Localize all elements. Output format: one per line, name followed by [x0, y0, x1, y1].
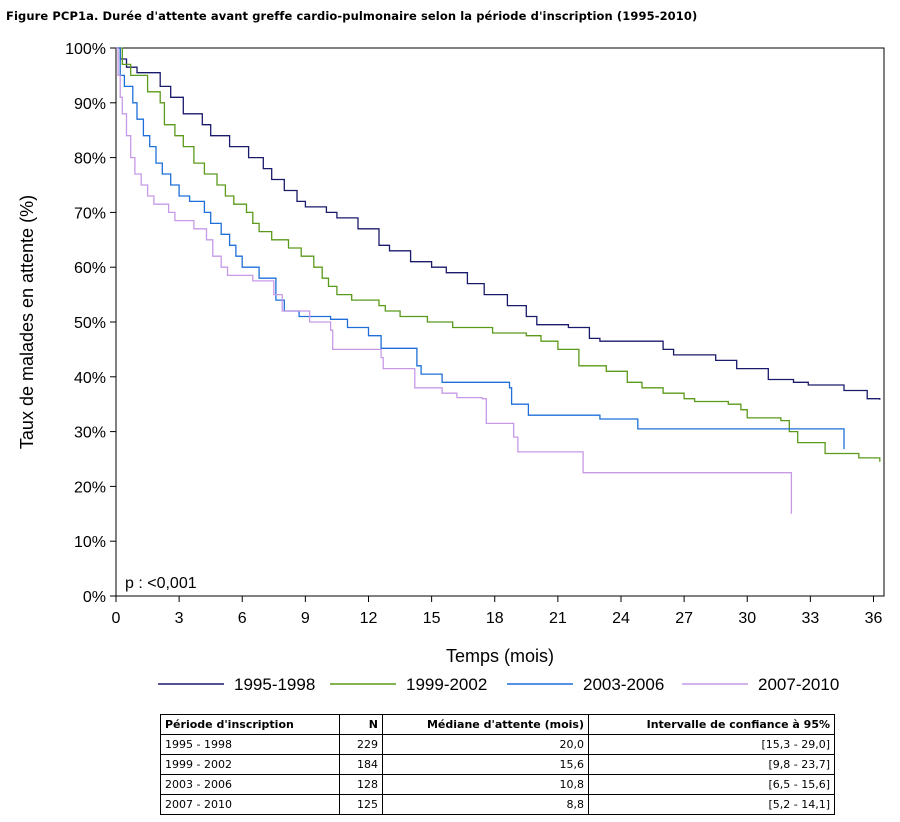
- plot-frame: [115, 47, 885, 597]
- table-header-row: Période d'inscription N Médiane d'attent…: [160, 714, 835, 735]
- cell-n: 128: [339, 774, 383, 795]
- y-tick-label: 10%: [74, 534, 106, 551]
- p-value-annotation: p : <0,001: [125, 575, 197, 592]
- cell-period: 1995 - 1998: [160, 734, 340, 755]
- cell-ci: [5,2 - 14,1]: [588, 794, 835, 815]
- x-tick-label: 9: [301, 610, 310, 627]
- y-tick-label: 50%: [74, 315, 106, 332]
- x-tick-label: 3: [175, 610, 184, 627]
- legend-label-1995-1998: 1995-1998: [234, 675, 315, 694]
- table-row: 1995 - 1998 229 20,0 [15,3 - 29,0]: [160, 734, 835, 755]
- y-tick-label: 90%: [74, 96, 106, 113]
- y-tick-label: 80%: [74, 151, 106, 168]
- cell-period: 2007 - 2010: [160, 794, 340, 815]
- series-line-2007-2010: [116, 47, 793, 514]
- legend-label-1999-2002: 1999-2002: [406, 675, 487, 694]
- cell-n: 184: [339, 754, 383, 775]
- cell-n: 229: [339, 734, 383, 755]
- y-tick-label: 30%: [74, 425, 106, 442]
- y-tick-label: 60%: [74, 260, 106, 277]
- table-row: 1999 - 2002 184 15,6 [9,8 - 23,7]: [160, 754, 835, 775]
- x-tick-label: 18: [486, 610, 504, 627]
- survival-chart: 0%10%20%30%40%50%60%70%80%90%100%0 3 6 9 12 1…: [17, 41, 885, 694]
- cell-n: 125: [339, 794, 383, 815]
- x-tick-label: 36: [865, 610, 883, 627]
- column-header-period: Période d'inscription: [160, 714, 340, 735]
- y-tick-label: 0%: [83, 589, 106, 606]
- x-tick-label: 30: [738, 610, 756, 627]
- y-tick-label: 70%: [74, 205, 106, 222]
- column-header-median: Médiane d'attente (mois): [382, 714, 589, 735]
- cell-ci: [15,3 - 29,0]: [588, 734, 835, 755]
- y-axis-label: Taux de malades en attente (%): [17, 195, 37, 449]
- cell-ci: [9,8 - 23,7]: [588, 754, 835, 775]
- series-line-2003-2006: [116, 47, 845, 450]
- legend-label-2003-2006: 2003-2006: [583, 675, 664, 694]
- x-tick-label: 0: [112, 610, 121, 627]
- x-tick-label: 21: [549, 610, 567, 627]
- cell-period: 1999 - 2002: [160, 754, 340, 775]
- figure-title: Figure PCP1a. Durée d'attente avant gref…: [6, 9, 698, 23]
- y-tick-label: 100%: [65, 41, 106, 58]
- cell-median: 20,0: [382, 734, 589, 755]
- cell-median: 15,6: [382, 754, 589, 775]
- median-wait-table: Période d'inscription N Médiane d'attent…: [160, 714, 835, 815]
- x-axis-label: Temps (mois): [446, 646, 554, 666]
- column-header-n: N: [339, 714, 383, 735]
- y-tick-label: 20%: [74, 479, 106, 496]
- legend-label-2007-2010: 2007-2010: [758, 675, 839, 694]
- series-line-1999-2002: [116, 47, 881, 462]
- y-tick-label: 40%: [74, 370, 106, 387]
- table-row: 2003 - 2006 128 10,8 [6,5 - 15,6]: [160, 774, 835, 795]
- cell-period: 2003 - 2006: [160, 774, 340, 795]
- x-tick-label: 12: [360, 610, 378, 627]
- x-tick-label: 33: [801, 610, 819, 627]
- x-tick-label: 15: [423, 610, 441, 627]
- column-header-ci: Intervalle de confiance à 95%: [588, 714, 835, 735]
- cell-median: 10,8: [382, 774, 589, 795]
- series-line-1995-1998: [116, 47, 881, 400]
- cell-ci: [6,5 - 15,6]: [588, 774, 835, 795]
- table-row: 2007 - 2010 125 8,8 [5,2 - 14,1]: [160, 794, 835, 815]
- x-tick-label: 24: [612, 610, 630, 627]
- x-tick-label: 27: [675, 610, 693, 627]
- x-tick-label: 6: [238, 610, 247, 627]
- cell-median: 8,8: [382, 794, 589, 815]
